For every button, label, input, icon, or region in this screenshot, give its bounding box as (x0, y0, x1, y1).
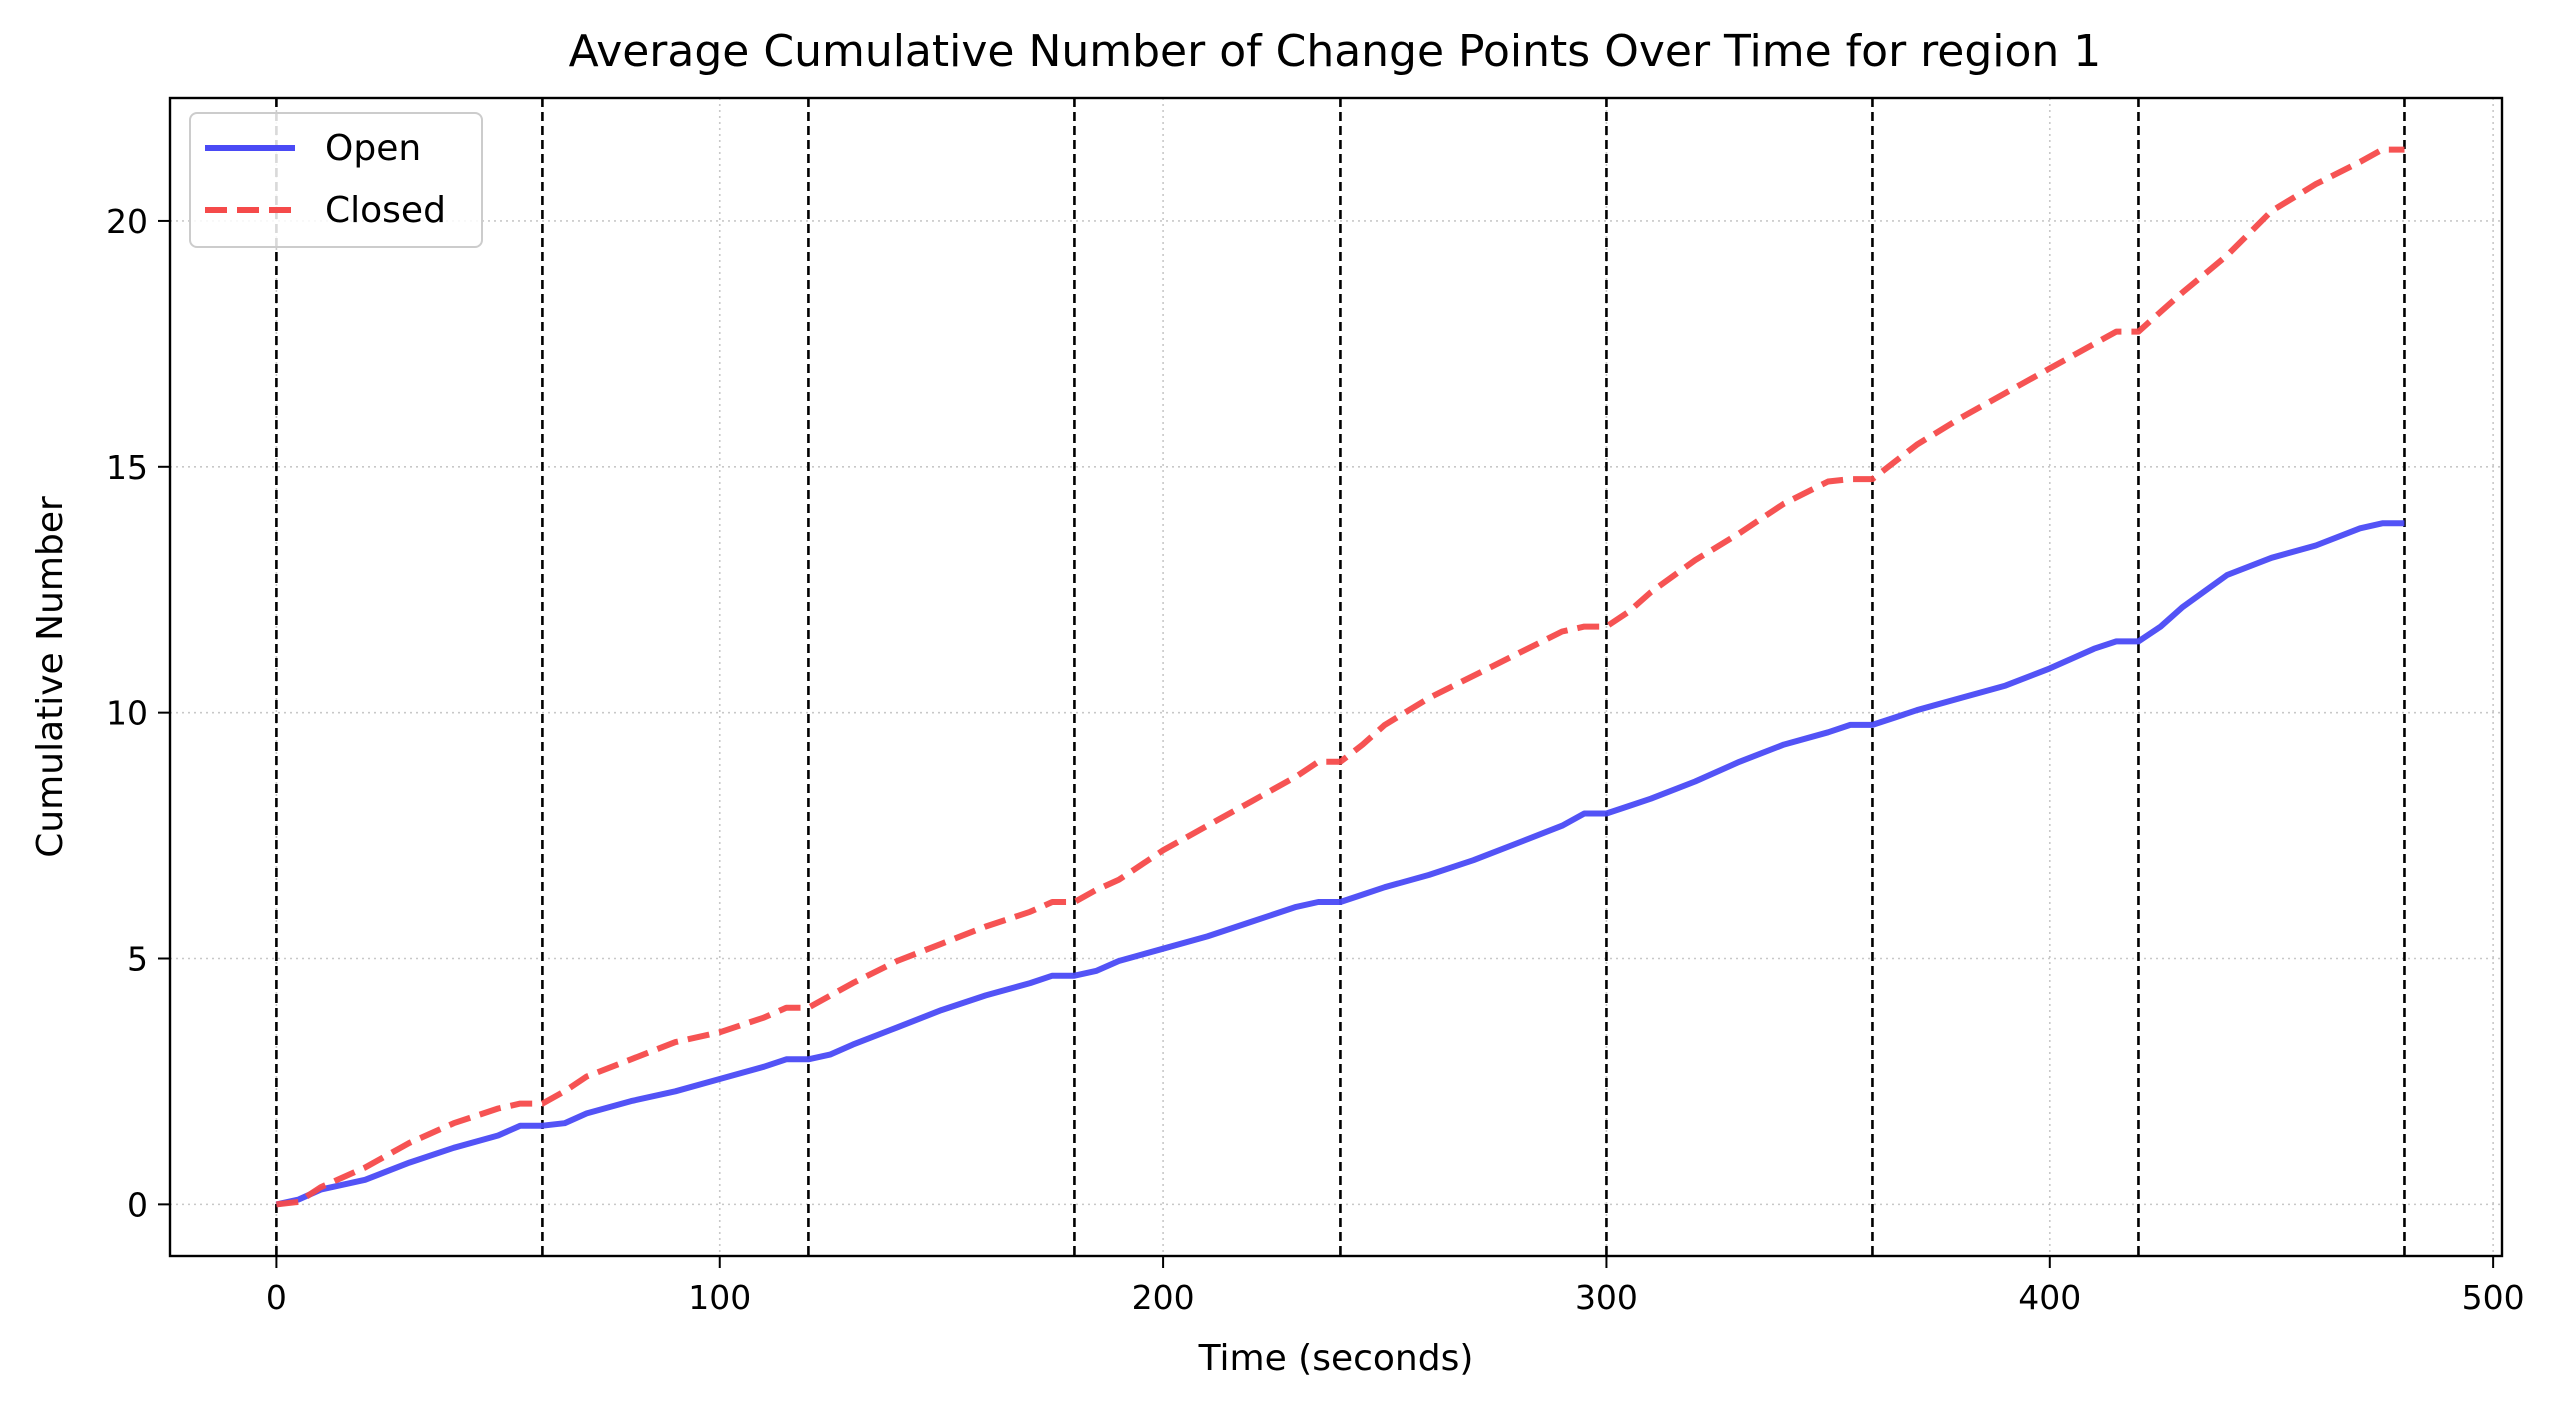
series-line-open (275, 520, 2405, 1208)
x-tick-label: 0 (266, 1278, 287, 1317)
x-axis-label: Time (seconds) (1198, 1338, 1474, 1379)
plot-frame (168, 96, 2504, 1258)
y-axis-ticks: 0 5 10 15 20 (106, 202, 170, 1224)
x-tick-label: 300 (1575, 1278, 1638, 1317)
x-axis-ticks: 0 100 200 300 400 500 (266, 1256, 2525, 1317)
x-tick-label: 100 (688, 1278, 751, 1317)
y-tick-label: 5 (127, 940, 148, 979)
y-axis-label: Cumulative Number (30, 496, 71, 858)
y-tick-label: 15 (106, 448, 148, 487)
plot-area (168, 96, 2504, 1258)
legend-label-closed: Closed (325, 190, 446, 231)
legend: Open Closed (189, 112, 483, 248)
legend-label-open: Open (325, 128, 421, 169)
series-line-closed (276, 146, 2405, 1208)
grid (170, 98, 2502, 1256)
chart-title: Average Cumulative Number of Change Poin… (569, 26, 2102, 77)
vertical-markers (275, 98, 2406, 1256)
y-tick-label: 10 (106, 694, 148, 733)
x-tick-label: 200 (1132, 1278, 1195, 1317)
x-tick-label: 400 (2018, 1278, 2081, 1317)
y-tick-label: 20 (106, 202, 148, 241)
series-lines (275, 146, 2405, 1208)
x-tick-label: 500 (2462, 1278, 2525, 1317)
y-tick-label: 0 (127, 1185, 148, 1224)
